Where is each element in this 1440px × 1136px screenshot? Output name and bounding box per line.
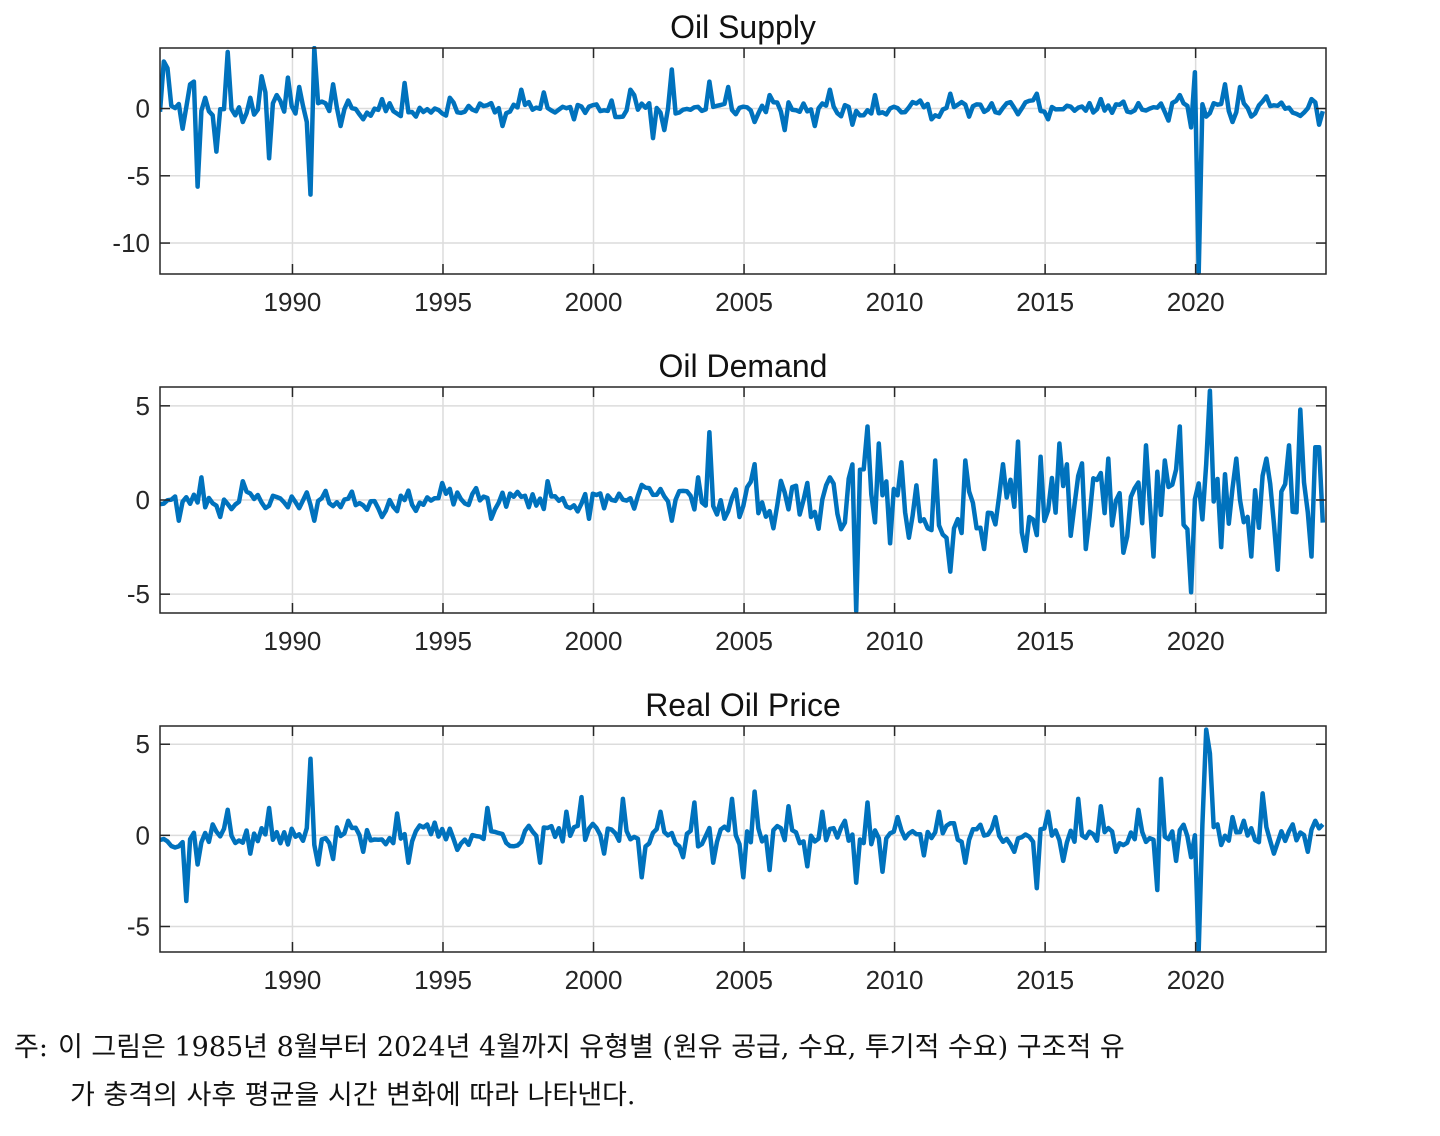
series-line xyxy=(160,46,1325,275)
x-tick-label: 2005 xyxy=(715,965,773,995)
y-tick-label: 0 xyxy=(136,485,150,515)
y-tick-label: -5 xyxy=(127,579,150,609)
plot-area xyxy=(160,48,1326,274)
note-line-1: 주: 이 그림은 1985년 8월부터 2024년 4월까지 유형별 (원유 공급… xyxy=(14,1024,1429,1072)
axes-box xyxy=(159,47,1327,275)
axes-box xyxy=(159,725,1327,953)
x-tick-label: 2000 xyxy=(565,626,623,656)
x-tick-label: 2010 xyxy=(866,287,924,317)
x-tick-label: 2020 xyxy=(1167,287,1225,317)
x-tick-label: 2020 xyxy=(1167,626,1225,656)
series-line xyxy=(160,388,1326,614)
panel-oil-supply: 1990 1995 2000 2005 2010 2015 2020 -10 -5 0 Oil Su… xyxy=(112,9,1327,317)
panel-real-oil-price: 1990 1995 2000 2005 2010 2015 2020 -5 0 5 Real Oil… xyxy=(127,687,1327,995)
chart-title: Real Oil Price xyxy=(645,687,841,723)
x-tick-label: 2015 xyxy=(1016,626,1074,656)
x-tick-label: 2005 xyxy=(715,287,773,317)
x-tick-label: 1995 xyxy=(414,287,472,317)
x-tick-label: 2005 xyxy=(715,626,773,656)
figure-canvas: 1990 1995 2000 2005 2010 2015 2020 -10 -5 0 Oil Su… xyxy=(112,9,1327,995)
x-tick-label: 1990 xyxy=(264,626,322,656)
x-tick-label: 2015 xyxy=(1016,287,1074,317)
y-tick-label: 5 xyxy=(136,729,150,759)
y-tick-label: -5 xyxy=(127,161,150,191)
x-tick-label: 2010 xyxy=(866,965,924,995)
x-tick-label: 2020 xyxy=(1167,965,1225,995)
y-tick-label: 0 xyxy=(136,820,150,850)
chart-title: Oil Supply xyxy=(670,9,816,45)
x-tick-label: 1995 xyxy=(414,965,472,995)
x-tick-label: 2000 xyxy=(565,287,623,317)
x-tick-label: 1990 xyxy=(264,965,322,995)
note-label: 주: xyxy=(14,1032,48,1063)
plot-area xyxy=(160,726,1326,952)
y-tick-label: 5 xyxy=(136,391,150,421)
x-tick-label: 1990 xyxy=(264,287,322,317)
series-line xyxy=(160,727,1325,953)
x-tick-label: 2010 xyxy=(866,626,924,656)
chart-title: Oil Demand xyxy=(659,348,828,384)
y-tick-label: -5 xyxy=(127,911,150,941)
y-tick-label: -10 xyxy=(112,228,150,258)
figure-note: 주: 이 그림은 1985년 8월부터 2024년 4월까지 유형별 (원유 공급… xyxy=(14,1024,1429,1120)
x-tick-label: 2015 xyxy=(1016,965,1074,995)
y-tick-label: 0 xyxy=(136,94,150,124)
x-tick-label: 1995 xyxy=(414,626,472,656)
note-text-1: 이 그림은 1985년 8월부터 2024년 4월까지 유형별 (원유 공급, … xyxy=(57,1032,1125,1063)
note-line-2: 가 충격의 사후 평균을 시간 변화에 따라 나타낸다. xyxy=(70,1080,636,1111)
panel-oil-demand: 1990 1995 2000 2005 2010 2015 2020 -5 0 5 Oil Dema… xyxy=(127,348,1327,656)
x-tick-label: 2000 xyxy=(565,965,623,995)
